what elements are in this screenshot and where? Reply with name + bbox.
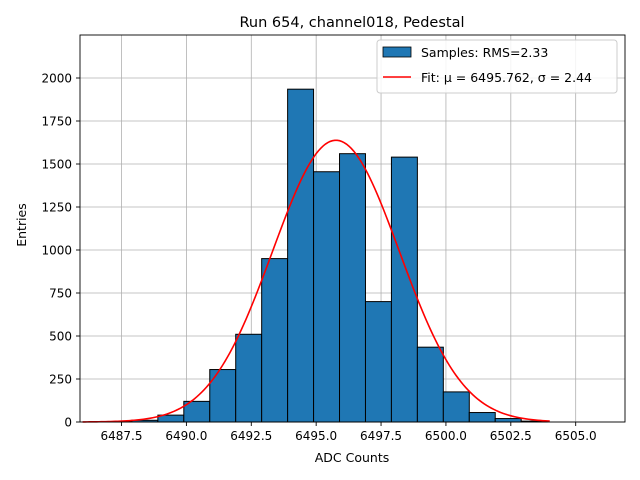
x-tick-label: 6505.0 <box>555 429 597 443</box>
y-axis-ticks: 0 250 500 750 1000 1250 1500 1750 2000 <box>41 72 80 430</box>
x-tick-label: 6492.5 <box>230 429 272 443</box>
legend-fit-label: Fit: μ = 6495.762, σ = 2.44 <box>421 70 592 85</box>
histogram-bar <box>313 171 341 423</box>
x-tick-label: 6490.0 <box>165 429 207 443</box>
fit-curve <box>82 139 550 423</box>
y-tick-label: 1000 <box>41 244 72 258</box>
legend: Samples: RMS=2.33 Fit: μ = 6495.762, σ =… <box>376 39 618 94</box>
histogram-bar <box>364 301 392 423</box>
histogram-bar <box>416 346 444 423</box>
legend-samples-label: Samples: RMS=2.33 <box>421 45 548 60</box>
legend-samples-swatch <box>382 46 412 58</box>
histogram-bar <box>468 412 496 423</box>
y-tick-label: 750 <box>49 287 72 301</box>
axes-frame <box>79 34 626 423</box>
histogram-bars <box>105 88 548 423</box>
y-tick-label: 1500 <box>41 158 72 172</box>
histogram-bar <box>494 418 522 423</box>
legend-box <box>376 39 618 94</box>
y-tick-label: 0 <box>64 416 72 430</box>
histogram-bar <box>287 88 315 423</box>
histogram-bar <box>442 391 470 423</box>
x-tick-label: 6487.5 <box>101 429 143 443</box>
chart-title: Run 654, channel018, Pedestal <box>239 15 464 31</box>
x-tick-label: 6495.0 <box>295 429 337 443</box>
y-tick-label: 1750 <box>41 115 72 129</box>
histogram-bar <box>235 333 263 423</box>
x-axis-ticks: 6487.5 6490.0 6492.5 6495.0 6497.5 6500.0 6502… <box>101 422 597 443</box>
y-tick-label: 500 <box>49 330 72 344</box>
x-tick-label: 6502.5 <box>490 429 532 443</box>
y-axis-label: Entries <box>14 203 29 247</box>
x-axis-label: ADC Counts <box>315 450 390 465</box>
x-tick-label: 6500.0 <box>425 429 467 443</box>
y-tick-label: 250 <box>49 373 72 387</box>
y-tick-label: 1250 <box>41 201 72 215</box>
histogram-bar <box>339 153 366 423</box>
y-tick-label: 2000 <box>41 72 72 86</box>
histogram-bar <box>261 258 289 423</box>
x-tick-label: 6497.5 <box>360 429 402 443</box>
